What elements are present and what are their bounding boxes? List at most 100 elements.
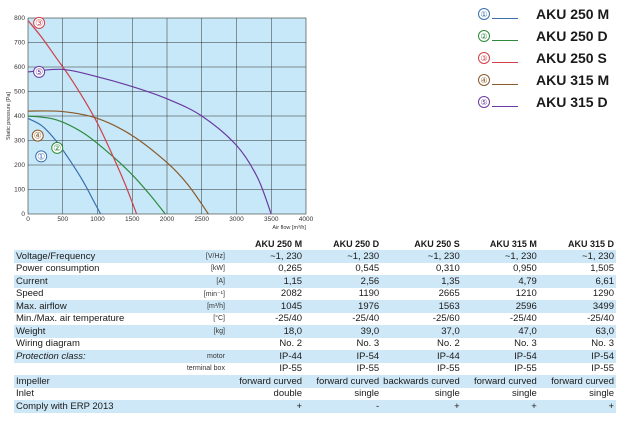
y-tick-label: 300: [14, 138, 25, 145]
spec-value: IP-44: [226, 350, 305, 363]
spec-value: 37,0: [381, 325, 462, 338]
spec-unit: [165, 338, 227, 351]
spec-value: No. 3: [514, 338, 537, 350]
spec-value: single: [512, 388, 537, 400]
spec-row: Weight [kg] 18,0 39,0 37,0 47,0 63,0: [14, 325, 616, 338]
spec-value: IP-55: [514, 363, 537, 375]
spec-table: AKU 250 M AKU 250 D AKU 250 S AKU 315 M …: [14, 237, 616, 413]
legend-label: AKU 250 D: [536, 28, 608, 44]
grid-lines: [28, 18, 306, 214]
spec-row: Comply with ERP 2013 + - + + +: [14, 400, 616, 413]
legend-label: AKU 250 S: [536, 50, 607, 66]
legend-line: [492, 18, 518, 19]
spec-value: 63,0: [538, 325, 616, 338]
spec-value: 0,265: [278, 263, 303, 275]
spec-value: 47,0: [461, 325, 539, 338]
spec-value: No. 3: [591, 338, 614, 350]
spec-unit: [164, 375, 227, 388]
y-tick-label: 700: [14, 40, 25, 47]
x-tick-label: 3500: [264, 216, 279, 223]
x-tick-label: 1500: [125, 216, 140, 223]
spec-unit: motor: [164, 350, 227, 363]
spec-value: 0,950: [513, 263, 537, 275]
spec-value: ~1, 230: [381, 250, 462, 263]
marker-number: ③: [35, 18, 43, 28]
spec-value: 0,545: [355, 263, 380, 275]
spec-value: 2596: [461, 300, 539, 313]
curve-marker-1: ①: [35, 150, 48, 163]
spec-row: Power consumption [kW] 0,265 0,545 0,310 0,95…: [14, 263, 616, 276]
spec-value: IP-55: [279, 363, 303, 375]
spec-value: 2665: [438, 288, 460, 300]
y-tick-label: 100: [14, 187, 25, 194]
spec-value: 1290: [592, 288, 614, 300]
legend-marker: ①: [478, 8, 490, 20]
spec-value: -25/40: [509, 313, 537, 325]
y-tick-label: 200: [14, 162, 25, 169]
spec-value: forward curved: [226, 375, 305, 388]
spec-label: Comply with ERP 2013: [14, 400, 165, 413]
curve-aku-250-d: [27, 115, 166, 215]
spec-value: 0,310: [435, 263, 460, 275]
spec-value: +: [226, 400, 305, 413]
spec-value: 1976: [304, 300, 382, 313]
legend-item: ④ AKU 315 M: [478, 72, 624, 94]
marker-circle: [33, 65, 46, 78]
spec-value: IP-55: [437, 363, 460, 375]
legend-marker: ③: [478, 52, 490, 64]
spec-unit: [kg]: [164, 325, 227, 338]
spec-value: 2082: [280, 288, 303, 300]
spec-row: Impeller forward curved forward curved back…: [14, 375, 616, 388]
marker-circle: [31, 129, 44, 142]
header-aku-315-d: AKU 315 D: [567, 238, 614, 249]
y-tick-label: 800: [14, 15, 25, 22]
spec-body: Voltage/Frequency [V/Hz] ~1, 230 ~1, 230 ~1,…: [14, 250, 616, 413]
curves: [27, 20, 272, 215]
curve-marker-3: ③: [33, 16, 46, 29]
spec-value: IP-54: [538, 350, 616, 363]
curve-aku-315-m: [27, 110, 209, 215]
spec-label: [14, 363, 165, 376]
x-tick-label: 2500: [195, 216, 210, 223]
spec-unit: [kW]: [210, 265, 225, 273]
spec-value: -25/40: [352, 313, 380, 325]
spec-label: Min./Max. air temperature: [16, 313, 125, 325]
spec-row: Min./Max. air temperature [°C] -25/40 -25/4…: [14, 313, 616, 326]
legend-item: ① AKU 250 M: [478, 6, 624, 28]
spec-value: 4,79: [461, 275, 539, 288]
legend-line: [492, 40, 518, 41]
legend-marker: ④: [478, 74, 490, 86]
spec-unit: [V/Hz]: [164, 250, 227, 263]
legend-marker: ②: [478, 30, 490, 42]
legend-line: [492, 84, 518, 85]
y-axis-label: Static pressure [Pa]: [6, 92, 12, 140]
spec-label: Power consumption: [16, 263, 100, 275]
spec-row: terminal box IP-55 IP-55 IP-55 IP-55 IP-55: [14, 363, 616, 376]
spec-value: No. 3: [356, 338, 380, 350]
y-tick-label: 400: [14, 113, 25, 120]
spec-row: Inlet double single single single single: [14, 388, 616, 401]
header-aku-315-m: AKU 315 M: [489, 238, 537, 249]
spec-label: Speed: [16, 288, 44, 300]
x-tick-label: 4000: [299, 216, 314, 223]
curve-aku-315-d: [27, 68, 272, 215]
legend-item: ⑤ AKU 315 D: [478, 94, 624, 116]
spec-value: single: [354, 388, 380, 400]
spec-value: ~1, 230: [226, 250, 305, 263]
spec-value: ~1, 230: [538, 250, 616, 263]
legend-label: AKU 250 M: [536, 6, 610, 22]
marker-circle: [51, 141, 64, 154]
spec-value: -: [304, 400, 382, 413]
spec-label: Protection class:: [14, 350, 165, 363]
x-tick-label: 500: [57, 216, 68, 223]
spec-row: Max. airflow [m³/h] 1045 1976 1563 2596 3499: [14, 300, 616, 313]
spec-label: Impeller: [14, 375, 165, 388]
spec-unit: terminal box: [186, 365, 225, 373]
spec-value: +: [461, 400, 539, 413]
spec-value: 18,0: [226, 325, 305, 338]
spec-label: Inlet: [16, 388, 34, 400]
x-tick-label: 3000: [229, 216, 244, 223]
spec-header-row: AKU 250 M AKU 250 D AKU 250 S AKU 315 M …: [14, 237, 616, 250]
legend-item: ③ AKU 250 S: [478, 50, 624, 72]
spec-value: double: [273, 388, 303, 400]
